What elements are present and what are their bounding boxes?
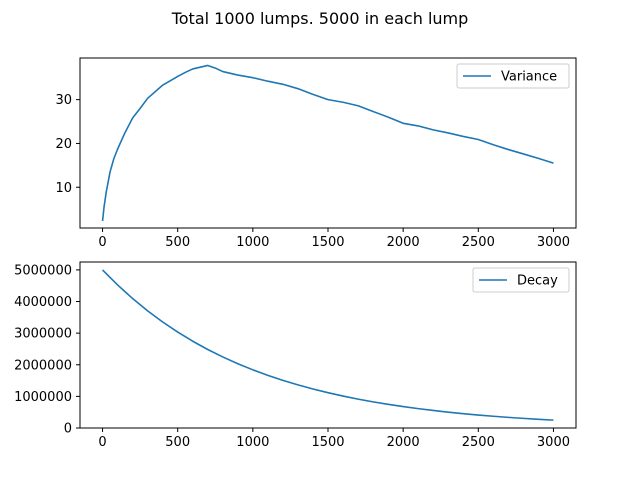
variance-x-tick-label: 2500 bbox=[462, 235, 495, 250]
decay-x-tick-label: 2500 bbox=[462, 435, 495, 450]
decay-x-tick-label: 0 bbox=[98, 435, 106, 450]
figure-title: Total 1000 lumps. 5000 in each lump bbox=[171, 9, 469, 28]
variance-x-tick-label: 3000 bbox=[537, 235, 570, 250]
decay-y-tick-label: 3000000 bbox=[14, 327, 72, 342]
decay-y-tick-label: 0 bbox=[64, 422, 72, 437]
variance-legend-box bbox=[456, 63, 570, 89]
decay-y-tick-label: 4000000 bbox=[14, 295, 72, 310]
decay-x-tick-label: 3000 bbox=[537, 435, 570, 450]
decay-series-line bbox=[101, 269, 554, 421]
variance-x-tick-label: 0 bbox=[98, 235, 106, 250]
decay-legend-box bbox=[472, 267, 570, 293]
decay-x-tick-label: 1500 bbox=[311, 435, 344, 450]
variance-y-tick-label: 30 bbox=[55, 93, 72, 108]
variance-x-tick-label: 500 bbox=[165, 235, 190, 250]
variance-chart: 0 500 1000 1500 2000 2500 3000 10 20 30 Variance bbox=[55, 57, 577, 250]
variance-legend-label: Variance bbox=[501, 70, 557, 85]
decay-x-tick-label: 2000 bbox=[387, 435, 420, 450]
variance-x-tick-label: 1500 bbox=[311, 235, 344, 250]
decay-y-tick-label: 1000000 bbox=[14, 390, 72, 405]
decay-x-tick-label: 1000 bbox=[236, 435, 269, 450]
decay-y-tick-label: 5000000 bbox=[14, 263, 72, 278]
variance-series-line bbox=[101, 64, 554, 222]
variance-y-tick-label: 10 bbox=[55, 181, 72, 196]
variance-x-tick-label: 1000 bbox=[236, 235, 269, 250]
decay-legend-label: Decay bbox=[517, 274, 558, 289]
decay-x-tick-label: 500 bbox=[165, 435, 190, 450]
decay-y-tick-label: 2000000 bbox=[14, 358, 72, 373]
variance-y-tick-label: 20 bbox=[55, 137, 72, 152]
variance-x-tick-label: 2000 bbox=[387, 235, 420, 250]
decay-chart: 0 500 1000 1500 2000 2500 3000 0 1000000 2000000 3… bbox=[14, 261, 577, 450]
